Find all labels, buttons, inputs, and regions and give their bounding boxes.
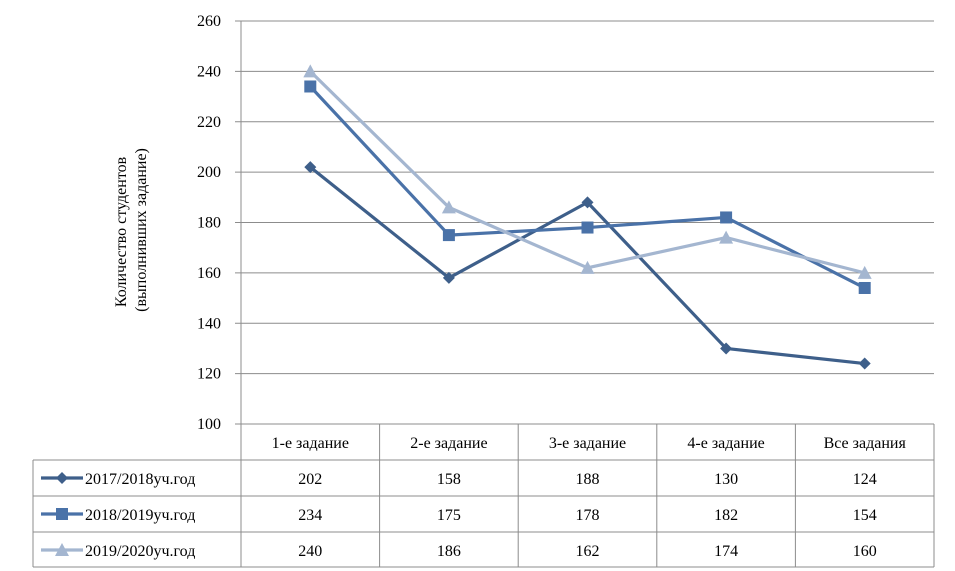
y-tick-label-120: 120 <box>197 366 221 383</box>
y-tick-label-140: 140 <box>197 315 221 332</box>
data-point-marker <box>719 230 734 244</box>
table-cell-value: 178 <box>576 507 600 524</box>
category-label: 4-е задание <box>687 435 764 452</box>
data-point-marker <box>304 80 317 93</box>
y-tick-label-100: 100 <box>197 416 221 433</box>
data-point-marker <box>303 64 318 78</box>
y-axis-label-line1: Количество студентов <box>113 156 130 307</box>
data-point-marker <box>442 271 455 284</box>
y-tick-label-160: 160 <box>197 265 221 282</box>
y-tick-label-240: 240 <box>197 63 221 80</box>
table-cell-value: 158 <box>437 471 461 488</box>
category-label: 2-е задание <box>410 435 487 452</box>
series-1 <box>304 161 871 370</box>
table-cell-value: 154 <box>853 507 877 524</box>
table-cell-value: 162 <box>576 543 600 560</box>
category-label: Все задания <box>824 435 907 452</box>
data-point-marker <box>720 342 733 355</box>
table-cell-value: 234 <box>298 507 322 524</box>
data-table: 1-е задание 2-е задание 3-е задание 4-е зад… <box>32 423 935 568</box>
legend-series-name: 2017/2018уч.год <box>85 471 195 488</box>
series-3 <box>303 64 872 279</box>
data-point-marker <box>441 200 456 214</box>
legend-series-name: 2019/2020уч.год <box>85 543 195 560</box>
y-axis-label-line2: (выполнивших задание) <box>133 148 150 312</box>
legend-marker <box>56 508 68 520</box>
data-point-marker <box>858 281 871 294</box>
table-cell-value: 188 <box>576 471 600 488</box>
series-lines <box>303 64 872 370</box>
data-point-marker <box>580 260 595 274</box>
category-label: 1-е задание <box>272 435 349 452</box>
table-cell-value: 240 <box>298 543 322 560</box>
legend-marker <box>56 472 68 484</box>
table-cell-value: 186 <box>437 543 461 560</box>
y-axis-label: Количество студентов (выполнивших задани… <box>113 148 150 312</box>
y-tick-label-220: 220 <box>197 114 221 131</box>
data-point-marker <box>304 161 317 174</box>
series-line <box>309 85 866 290</box>
y-tick-labels: 100 120 140 160 180 200 220 240 260 <box>197 13 221 433</box>
data-point-marker <box>857 265 872 279</box>
table-cell-value: 160 <box>853 543 877 560</box>
series-2 <box>304 80 871 294</box>
data-point-marker <box>442 229 455 242</box>
category-label: 3-е задание <box>549 435 626 452</box>
data-point-marker <box>581 221 594 234</box>
table-cell-value: 124 <box>853 471 877 488</box>
y-tick-label-200: 200 <box>197 164 221 181</box>
y-tick-label-260: 260 <box>197 13 221 30</box>
data-point-marker <box>720 211 733 224</box>
legend-series-name: 2018/2019уч.год <box>85 507 195 524</box>
table-cell-value: 175 <box>437 507 461 524</box>
legend-marker <box>55 543 69 556</box>
y-tick-label-180: 180 <box>197 215 221 232</box>
data-point-marker <box>858 357 871 370</box>
data-point-marker <box>581 196 594 209</box>
table-cell-value: 182 <box>714 507 738 524</box>
table-cell-value: 174 <box>714 543 738 560</box>
table-cell-value: 202 <box>298 471 322 488</box>
table-cell-value: 130 <box>714 471 738 488</box>
